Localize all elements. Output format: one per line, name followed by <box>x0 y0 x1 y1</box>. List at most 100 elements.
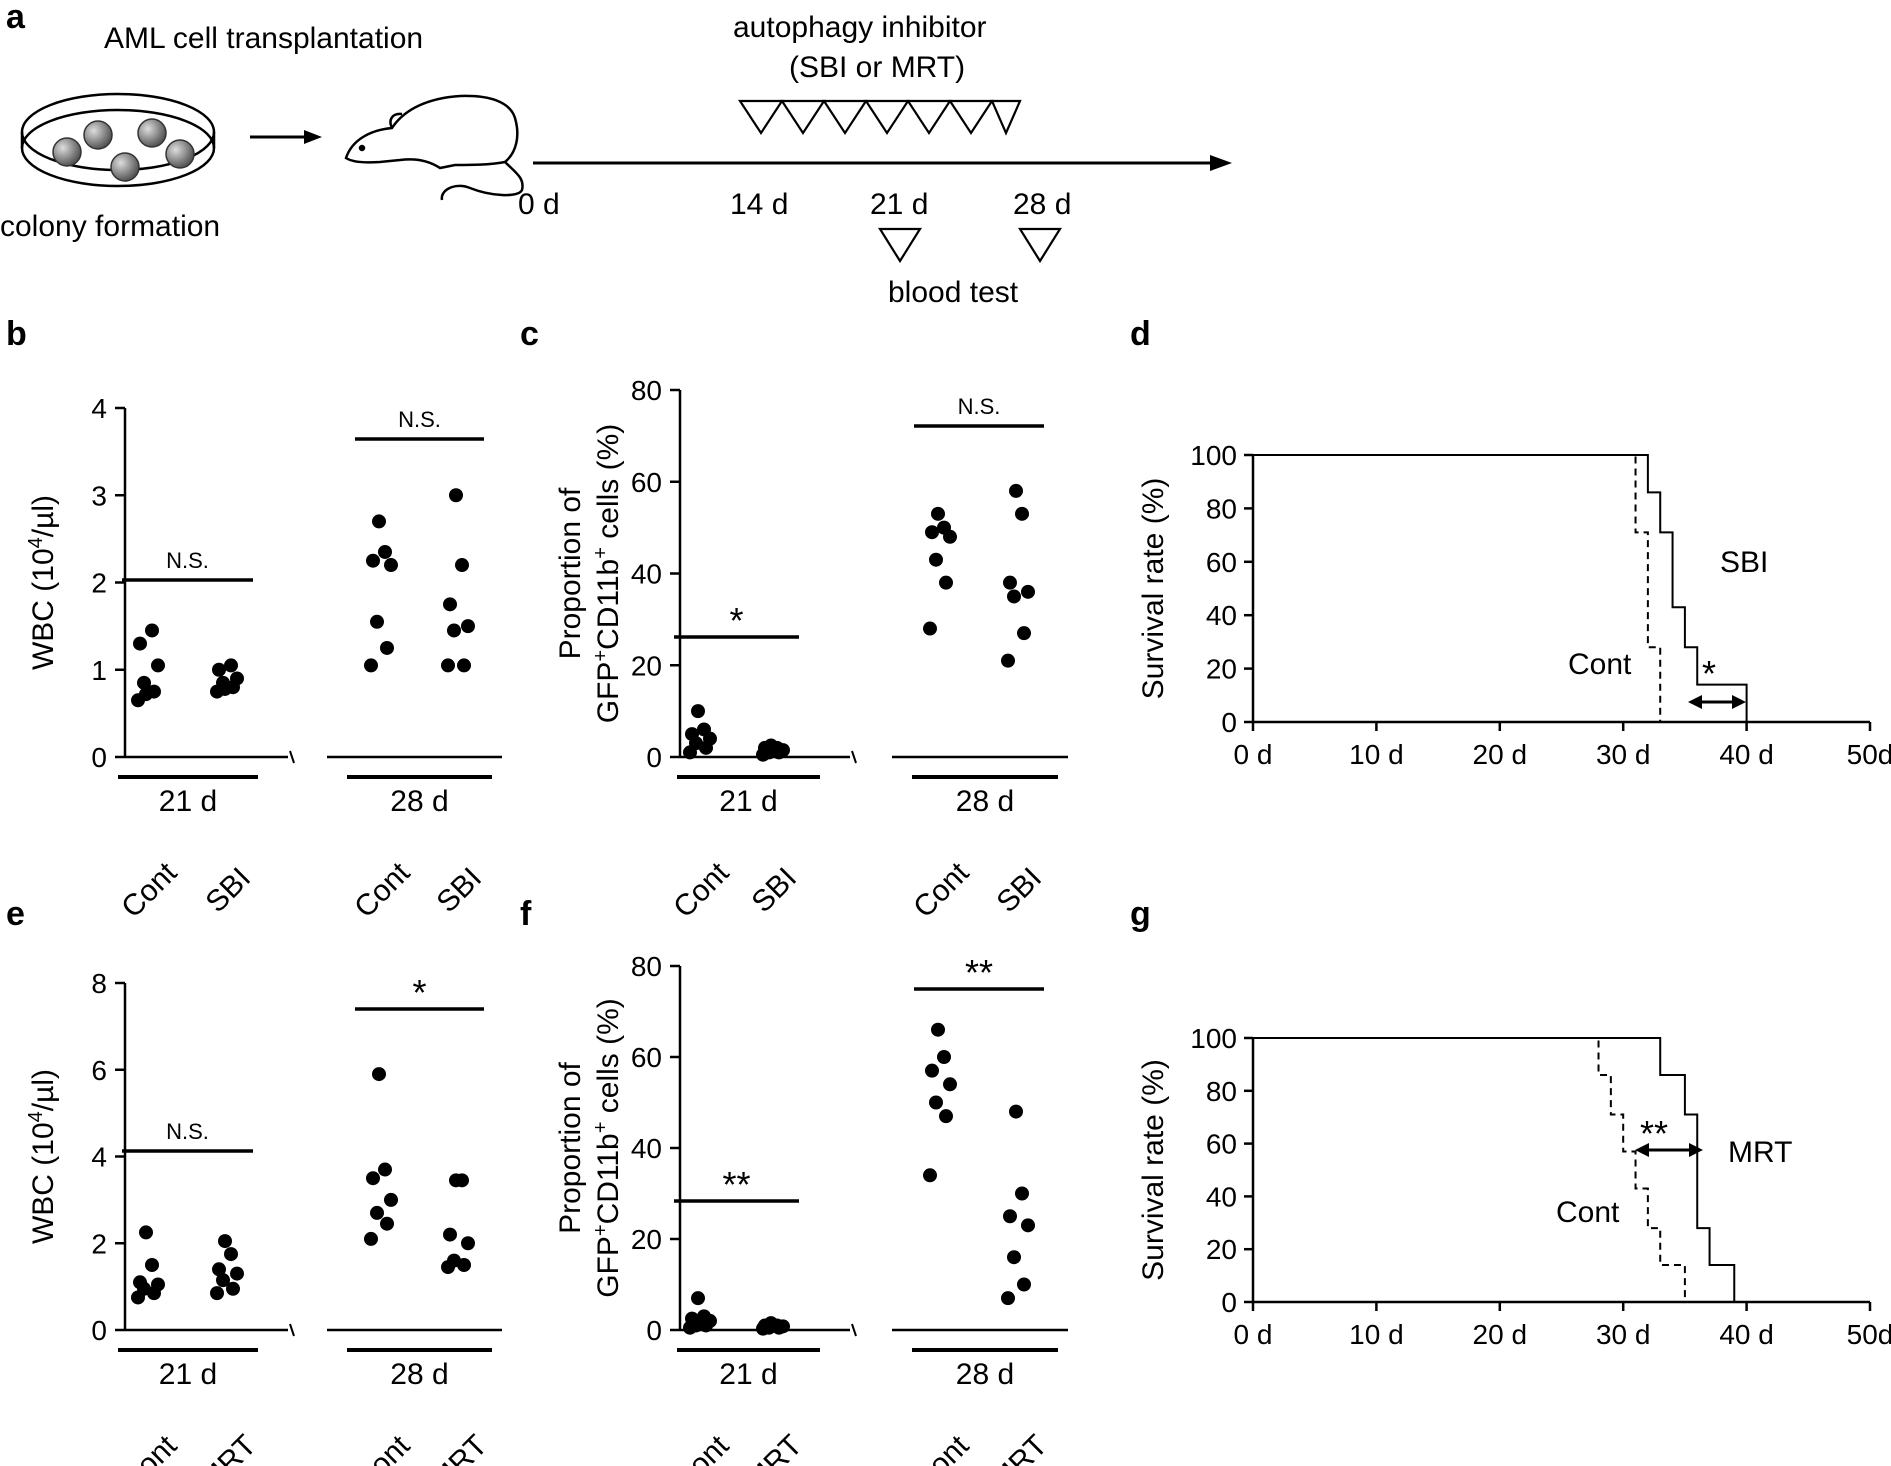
axis-break <box>289 1323 295 1337</box>
data-point <box>380 640 394 655</box>
timeline-tick-28d: 28 d <box>1013 188 1071 221</box>
y-axis-label: Survival rate (%) <box>1137 1059 1170 1281</box>
series-label: Cont <box>1568 648 1632 681</box>
data-point <box>764 738 778 753</box>
dose-triangle-icon <box>863 99 911 136</box>
significance-label: N.S. <box>166 1119 209 1144</box>
data-point <box>364 1231 378 1246</box>
arrow-head-right-icon <box>1732 695 1746 709</box>
panel-label-a: a <box>6 0 26 36</box>
dose-triangle-icon <box>947 99 995 136</box>
category-label: SBI <box>991 862 1049 920</box>
panel-label-b: b <box>6 315 27 353</box>
data-point <box>925 1063 939 1078</box>
category-label: MRT <box>425 1429 494 1466</box>
category-label: Cont <box>348 856 417 925</box>
y-tick-label: 2 <box>91 1228 107 1259</box>
y-label-part: /µl) <box>27 1069 60 1111</box>
data-point <box>380 1216 394 1231</box>
data-point <box>151 1277 165 1292</box>
data-point <box>923 621 937 636</box>
data-point <box>139 1225 153 1240</box>
data-point <box>685 1311 699 1326</box>
inhibitor-label-line2: (SBI or MRT) <box>789 51 965 84</box>
y-label-part: GFP <box>592 662 625 724</box>
dose-triangle-icon <box>779 99 827 136</box>
panel-label-e: e <box>6 895 25 933</box>
y-tick-label: 80 <box>631 375 662 406</box>
survival-curve-cont <box>1253 1037 1686 1302</box>
timeline-arrow <box>533 155 1232 171</box>
timeline-tick-0d: 0 d <box>518 188 560 221</box>
panel-label-c: c <box>520 315 539 353</box>
y-tick-label: 40 <box>1206 600 1237 631</box>
y-tick-label: 0 <box>1221 1287 1237 1318</box>
y-axis-label: WBC (104/µl) <box>25 495 60 670</box>
y-tick-label: 40 <box>631 1133 662 1164</box>
data-point <box>443 597 457 612</box>
inhibitor-dose-triangles <box>737 99 1022 136</box>
day-label: 21 d <box>719 1358 777 1391</box>
y-label-part: WBC (10 <box>27 1122 60 1244</box>
x-tick-label: 40 d <box>1719 739 1774 770</box>
data-point <box>364 658 378 673</box>
y-tick-label: 20 <box>631 650 662 681</box>
category-label: MRT <box>194 1429 263 1466</box>
data-point <box>939 575 953 590</box>
y-tick-label: 3 <box>91 480 107 511</box>
data-point <box>939 1109 953 1124</box>
data-point <box>224 658 238 673</box>
data-point <box>139 687 153 702</box>
category-label: Cont <box>907 856 976 925</box>
data-point <box>764 1316 778 1331</box>
significance-label: ** <box>965 952 993 993</box>
y-label-part: + <box>590 1122 612 1134</box>
y-label-part: cells (%) <box>592 424 625 547</box>
timeline-tick-21d: 21 d <box>870 188 928 221</box>
category-label: Cont <box>115 1429 184 1466</box>
x-tick-label: 10 d <box>1349 1319 1404 1350</box>
data-point <box>457 658 471 673</box>
data-point <box>218 1234 232 1249</box>
panel-label-g: g <box>1130 895 1151 933</box>
data-point <box>372 514 386 529</box>
x-tick-label: 50d <box>1847 739 1891 770</box>
data-point <box>366 553 380 568</box>
data-point <box>1009 1104 1023 1119</box>
timeline-tick-14d: 14 d <box>730 188 788 221</box>
y-label-part: GFP <box>592 1236 625 1298</box>
data-point <box>378 1162 392 1177</box>
y-tick-label: 4 <box>91 1142 107 1173</box>
data-point <box>366 1171 380 1186</box>
x-tick-label: 40 d <box>1719 1319 1774 1350</box>
y-label-part: CD11b <box>592 1133 625 1224</box>
category-label: Cont <box>667 856 736 925</box>
data-point <box>145 623 159 638</box>
y-tick-label: 20 <box>631 1224 662 1255</box>
x-tick-label: 30 d <box>1596 1319 1651 1350</box>
data-point <box>931 506 945 521</box>
series-label: MRT <box>1728 1136 1792 1169</box>
series-label: SBI <box>1720 546 1768 579</box>
data-point <box>230 671 244 686</box>
y-tick-label: 0 <box>646 1315 662 1346</box>
y-tick-label: 40 <box>1206 1181 1237 1212</box>
data-point <box>230 1266 244 1281</box>
data-point <box>218 681 232 696</box>
panel-label-d: d <box>1130 315 1151 353</box>
survival-curve-cont <box>1253 454 1662 722</box>
y-tick-label: 0 <box>1221 707 1237 738</box>
blood-test-label: blood test <box>888 276 1019 309</box>
y-label-part: WBC (10 <box>27 548 60 670</box>
axis-break <box>289 750 295 764</box>
data-point <box>447 623 461 638</box>
data-point <box>929 1095 943 1110</box>
data-point <box>370 1205 384 1220</box>
category-label: Cont <box>348 1429 417 1466</box>
data-point <box>441 658 455 673</box>
data-point <box>449 488 463 503</box>
data-point <box>447 1253 461 1268</box>
data-point <box>1007 589 1021 604</box>
data-point <box>461 619 475 634</box>
